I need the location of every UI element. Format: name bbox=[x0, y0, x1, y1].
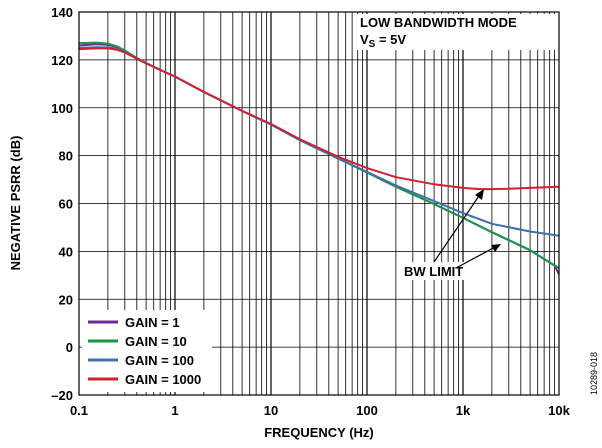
mode-annotation: LOW BANDWIDTH MODE VS = 5V bbox=[356, 14, 556, 50]
plot-frame bbox=[78, 11, 560, 396]
x-tick-label: 10k bbox=[548, 403, 570, 418]
bw-limit-arrow-2 bbox=[455, 245, 498, 269]
bw-limit-arrowhead-1 bbox=[475, 189, 484, 200]
y-tick-labels: –20 0 20 40 60 80 100 120 140 bbox=[51, 5, 73, 403]
y-tick-label: 120 bbox=[51, 53, 73, 68]
x-axis-label: FREQUENCY (Hz) bbox=[264, 425, 374, 440]
x-tick-label: 100 bbox=[356, 403, 378, 418]
bw-limit-arrowhead-2 bbox=[491, 244, 501, 252]
y-tick-label: 40 bbox=[59, 244, 73, 259]
y-tick-label: –20 bbox=[51, 388, 73, 403]
y-tick-label: 0 bbox=[66, 340, 73, 355]
x-tick-label: 1k bbox=[456, 403, 471, 418]
mode-v: V bbox=[360, 32, 369, 47]
mode-line-2: VS = 5V bbox=[360, 32, 406, 50]
y-tick-label: 20 bbox=[59, 292, 73, 307]
x-tick-label: 1 bbox=[171, 403, 178, 418]
bw-limit-label: BW LIMIT bbox=[404, 264, 463, 279]
series-lines bbox=[78, 41, 560, 275]
bw-limit-arrow-1 bbox=[433, 192, 482, 263]
legend: GAIN = 1 GAIN = 10 GAIN = 100 GAIN = 1000 bbox=[82, 310, 212, 392]
y-tick-label: 80 bbox=[59, 149, 73, 164]
y-tick-label: 100 bbox=[51, 101, 73, 116]
y-axis-label: NEGATIVE PSRR (dB) bbox=[8, 136, 23, 271]
grid bbox=[79, 12, 559, 395]
legend-label: GAIN = 10 bbox=[125, 334, 187, 349]
y-tick-label: 60 bbox=[59, 197, 73, 212]
x-tick-labels: 0.1 1 10 100 1k 10k bbox=[70, 403, 571, 418]
bw-limit-bg bbox=[400, 262, 476, 280]
mode-v-subscript: S bbox=[369, 39, 376, 50]
y-tick-label: 140 bbox=[51, 5, 73, 20]
series-line-gain-1 bbox=[78, 43, 560, 275]
mode-v-rest: = 5V bbox=[375, 32, 406, 47]
legend-label: GAIN = 1 bbox=[125, 315, 180, 330]
mode-line-1: LOW BANDWIDTH MODE bbox=[360, 15, 517, 30]
figure-id: 10289-018 bbox=[589, 352, 599, 395]
x-tick-label: 0.1 bbox=[70, 403, 88, 418]
series-line-gain-100 bbox=[78, 46, 560, 237]
mode-annotation-bg bbox=[356, 14, 556, 50]
legend-label: GAIN = 1000 bbox=[125, 372, 201, 387]
bw-limit-annotation: BW LIMIT bbox=[400, 189, 501, 280]
series-line-gain-1000 bbox=[78, 47, 560, 191]
legend-label: GAIN = 100 bbox=[125, 353, 194, 368]
x-tick-label: 10 bbox=[264, 403, 278, 418]
